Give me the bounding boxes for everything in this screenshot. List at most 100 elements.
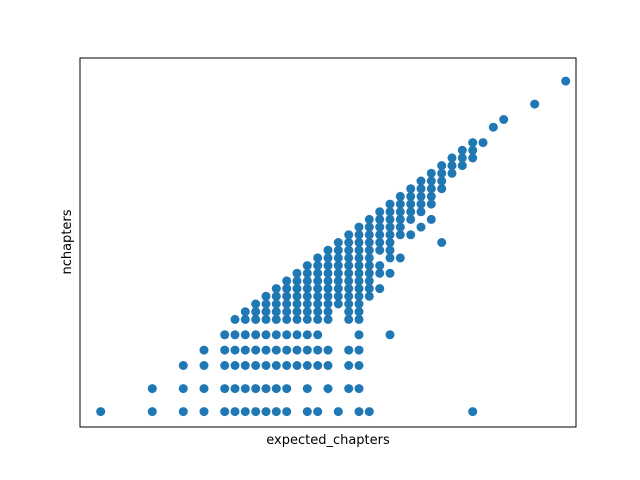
scatter-point xyxy=(323,253,333,263)
scatter-point xyxy=(344,276,354,286)
scatter-point xyxy=(416,207,426,217)
scatter-point xyxy=(282,407,292,417)
scatter-point xyxy=(313,330,323,340)
scatter-point xyxy=(344,307,354,317)
scatter-point xyxy=(302,361,312,370)
scatter-point xyxy=(199,361,209,370)
scatter-point xyxy=(271,314,281,324)
scatter-point xyxy=(323,291,333,301)
scatter-point xyxy=(354,245,364,255)
scatter-point xyxy=(282,330,292,340)
scatter-point xyxy=(292,284,302,294)
scatter-point xyxy=(426,191,436,201)
scatter-point xyxy=(364,245,374,255)
scatter-point xyxy=(447,168,457,178)
scatter-point xyxy=(251,361,261,370)
scatter-point xyxy=(426,214,436,224)
scatter-point xyxy=(344,291,354,301)
scatter-point xyxy=(364,222,374,232)
scatter-point xyxy=(416,199,426,209)
scatter-point xyxy=(302,307,312,317)
scatter-point xyxy=(333,268,343,278)
scatter-point xyxy=(468,407,478,417)
scatter-point xyxy=(313,261,323,271)
y-axis-label: nchapters xyxy=(60,209,75,274)
scatter-point xyxy=(271,284,281,294)
scatter-point xyxy=(457,153,467,163)
scatter-point xyxy=(292,361,302,370)
scatter-point xyxy=(395,199,405,209)
scatter-point xyxy=(313,253,323,263)
scatter-point xyxy=(416,191,426,201)
scatter-point xyxy=(426,176,436,186)
scatter-point xyxy=(354,253,364,263)
scatter-point xyxy=(375,245,385,255)
scatter-point xyxy=(261,314,271,324)
scatter-point xyxy=(395,222,405,232)
scatter-point xyxy=(561,76,571,86)
scatter-point xyxy=(323,276,333,286)
scatter-point xyxy=(354,238,364,247)
scatter-point xyxy=(220,345,230,355)
scatter-point xyxy=(354,345,364,355)
scatter-point xyxy=(230,330,240,340)
scatter-point xyxy=(199,407,209,417)
scatter-point xyxy=(395,230,405,240)
scatter-point xyxy=(271,361,281,370)
scatter-point xyxy=(292,345,302,355)
scatter-point xyxy=(354,384,364,394)
scatter-point xyxy=(292,330,302,340)
scatter-point xyxy=(147,407,157,417)
scatter-point xyxy=(313,268,323,278)
scatter-point xyxy=(323,268,333,278)
scatter-point xyxy=(385,238,395,247)
scatter-point xyxy=(240,407,250,417)
scatter-point xyxy=(261,407,271,417)
scatter-point xyxy=(333,245,343,255)
scatter-point xyxy=(344,230,354,240)
scatter-point xyxy=(240,307,250,317)
scatter-point xyxy=(344,299,354,309)
scatter-point xyxy=(344,253,354,263)
scatter-point xyxy=(282,345,292,355)
scatter-point xyxy=(406,214,416,224)
scatter-point xyxy=(302,291,312,301)
scatter-point xyxy=(220,330,230,340)
scatter-point xyxy=(282,276,292,286)
scatter-point xyxy=(344,284,354,294)
scatter-point xyxy=(271,330,281,340)
scatter-point xyxy=(261,345,271,355)
scatter-point xyxy=(406,207,416,217)
scatter-point xyxy=(354,261,364,271)
scatter-point xyxy=(385,199,395,209)
scatter-point xyxy=(406,184,416,194)
scatter-point xyxy=(344,261,354,271)
scatter-point xyxy=(302,384,312,394)
scatter-point xyxy=(282,284,292,294)
scatter-point xyxy=(395,253,405,263)
scatter-point xyxy=(354,407,364,417)
scatter-point xyxy=(416,176,426,186)
scatter-point xyxy=(354,330,364,340)
scatter-point xyxy=(354,307,364,317)
scatter-point xyxy=(313,291,323,301)
scatter-point xyxy=(323,361,333,370)
scatter-point xyxy=(323,384,333,394)
scatter-point xyxy=(323,307,333,317)
scatter-point xyxy=(395,207,405,217)
scatter-point xyxy=(240,361,250,370)
scatter-point xyxy=(416,222,426,232)
scatter-point xyxy=(406,191,416,201)
scatter-point xyxy=(230,345,240,355)
plot-frame xyxy=(79,57,577,428)
scatter-point xyxy=(426,199,436,209)
scatter-point xyxy=(178,384,188,394)
scatter-point xyxy=(313,314,323,324)
scatter-point xyxy=(261,307,271,317)
scatter-point xyxy=(385,222,395,232)
scatter-point xyxy=(292,299,302,309)
scatter-point xyxy=(468,145,478,155)
scatter-point xyxy=(364,214,374,224)
scatter-point xyxy=(220,384,230,394)
scatter-point xyxy=(364,253,374,263)
